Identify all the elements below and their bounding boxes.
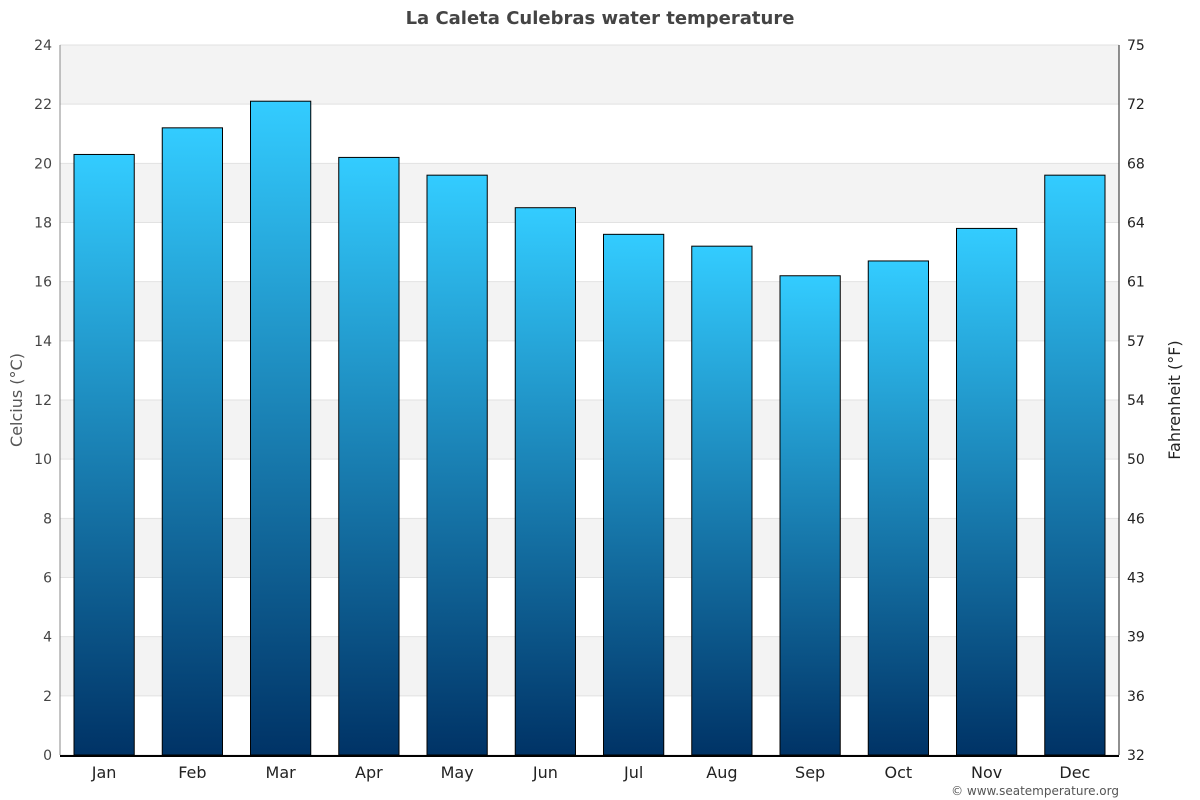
bar-jan bbox=[73, 153, 135, 756]
y2-tick-label: 43 bbox=[1127, 571, 1145, 587]
x-tick-label: May bbox=[441, 763, 474, 782]
y2-tick-label: 36 bbox=[1127, 689, 1145, 705]
bar-jul bbox=[603, 233, 665, 756]
x-tick-label: Mar bbox=[266, 763, 297, 782]
bar-jun bbox=[514, 207, 576, 756]
x-tick-label: Feb bbox=[178, 763, 206, 782]
y2-tick-label: 46 bbox=[1127, 511, 1145, 527]
x-tick-label: Sep bbox=[795, 763, 825, 782]
y-tick-label: 14 bbox=[34, 334, 52, 350]
grid-band bbox=[60, 45, 1119, 105]
grid-band bbox=[60, 518, 1119, 578]
bar-nov bbox=[956, 227, 1018, 756]
y-tick-label: 2 bbox=[43, 689, 52, 705]
chart-title: La Caleta Culebras water temperature bbox=[406, 8, 795, 29]
y-tick-label: 22 bbox=[34, 97, 52, 113]
bar-apr bbox=[338, 156, 400, 756]
x-tick-label: Jul bbox=[623, 763, 643, 782]
y-axis-label: Celcius (°C) bbox=[7, 353, 26, 447]
grid-band bbox=[60, 636, 1119, 696]
x-tick-label: Nov bbox=[971, 763, 1002, 782]
y-tick-label: 4 bbox=[43, 630, 52, 646]
y-tick-label: 20 bbox=[34, 156, 52, 172]
y2-tick-label: 57 bbox=[1127, 334, 1145, 350]
grid-band bbox=[60, 281, 1119, 341]
y2-tick-label: 39 bbox=[1127, 630, 1145, 646]
y2-tick-label: 64 bbox=[1127, 216, 1145, 232]
grid-band bbox=[60, 400, 1119, 460]
grid-band bbox=[60, 163, 1119, 223]
bar-mar bbox=[250, 100, 312, 756]
y-tick-label: 8 bbox=[43, 511, 52, 527]
bar-dec bbox=[1044, 174, 1106, 756]
y2-tick-label: 54 bbox=[1127, 393, 1145, 409]
y2-tick-label: 32 bbox=[1127, 748, 1145, 764]
y2-tick-label: 61 bbox=[1127, 275, 1145, 291]
y-tick-label: 16 bbox=[34, 275, 52, 291]
x-tick-label: Oct bbox=[885, 763, 913, 782]
y-tick-label: 10 bbox=[34, 452, 52, 468]
x-tick-label: Jan bbox=[91, 763, 117, 782]
x-tick-label: Jun bbox=[532, 763, 558, 782]
bar-may bbox=[426, 174, 488, 756]
y-tick-label: 6 bbox=[43, 571, 52, 587]
bar-sep bbox=[779, 275, 841, 756]
y-tick-label: 18 bbox=[34, 216, 52, 232]
x-tick-label: Apr bbox=[355, 763, 383, 782]
y-tick-label: 24 bbox=[34, 38, 52, 54]
credit-link[interactable]: © www.seatemperature.org bbox=[951, 784, 1119, 798]
y2-tick-label: 75 bbox=[1127, 38, 1145, 54]
y-tick-label: 0 bbox=[43, 748, 52, 764]
y2-tick-label: 72 bbox=[1127, 97, 1145, 113]
bar-oct bbox=[867, 260, 929, 756]
x-tick-label: Aug bbox=[706, 763, 737, 782]
x-tick-label: Dec bbox=[1059, 763, 1090, 782]
y2-axis-label: Fahrenheit (°F) bbox=[1165, 340, 1184, 459]
bar-feb bbox=[161, 127, 223, 756]
y2-tick-label: 68 bbox=[1127, 156, 1145, 172]
y2-tick-label: 50 bbox=[1127, 452, 1145, 468]
bar-aug bbox=[691, 245, 753, 756]
y-tick-label: 12 bbox=[34, 393, 52, 409]
